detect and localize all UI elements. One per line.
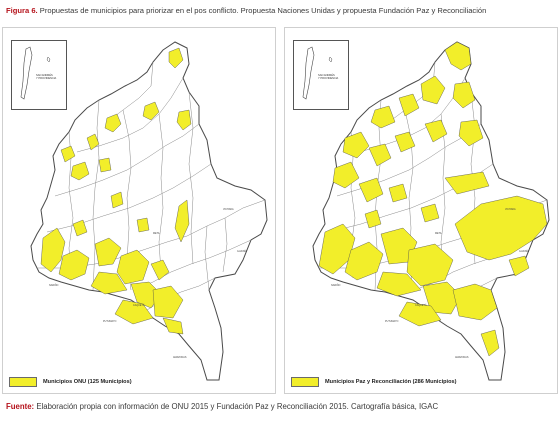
region-label: PUTUMAYO [385, 320, 399, 323]
region-label: PUTUMAYO [103, 320, 117, 323]
region-label: META [435, 232, 442, 235]
legend-label-onu: Municipios ONU (125 Municipios) [43, 379, 132, 385]
region-label: CAQUETÁ [415, 304, 427, 307]
legend-swatch [9, 377, 37, 387]
map-legend-paz-reconciliacion: Municipios Paz y Reconciliación (286 Mun… [291, 377, 456, 387]
island-shape [302, 46, 333, 100]
figure-source: Fuente: Elaboración propia con informaci… [6, 402, 556, 411]
region-label: VICHADA [505, 208, 516, 211]
source-lead: Fuente: [6, 402, 35, 411]
colombia-map-paz-reconciliacion [312, 41, 550, 381]
map-panel-onu: SAN ANDRÉS Y PROVIDENCIA [2, 27, 276, 394]
region-label: VICHADA [223, 208, 234, 211]
highlighted-municipalities-onu [40, 47, 192, 335]
legend-swatch [291, 377, 319, 387]
region-label: GUAINÍA [237, 250, 247, 253]
inset-label: SAN ANDRÉS Y PROVIDENCIA [36, 74, 57, 80]
legend-label-paz-reconciliacion: Municipios Paz y Reconciliación (286 Mun… [325, 379, 457, 385]
inset-label: SAN ANDRÉS Y PROVIDENCIA [318, 74, 339, 80]
region-label: NARIÑO [331, 284, 341, 287]
map-legend-onu: Municipios ONU (125 Municipios) [9, 377, 132, 387]
region-label: GUAINÍA [519, 250, 529, 253]
region-label: AMAZONAS [173, 356, 187, 359]
caption-text: Propuestas de municipios para priorizar … [37, 6, 487, 15]
san-andres-inset: SAN ANDRÉS Y PROVIDENCIA [11, 40, 67, 110]
region-label: NARIÑO [49, 284, 59, 287]
highlighted-municipalities-paz [318, 41, 548, 357]
colombia-map-onu [30, 41, 268, 381]
region-label: META [153, 232, 160, 235]
region-label: CAQUETÁ [133, 304, 145, 307]
region-label: AMAZONAS [455, 356, 469, 359]
caption-lead: Figura 6. [6, 6, 38, 15]
figure-caption: Figura 6. Propuestas de municipios para … [6, 6, 556, 15]
country-outline [30, 41, 268, 381]
source-text: Elaboración propia con información de ON… [34, 402, 439, 411]
san-andres-inset: SAN ANDRÉS Y PROVIDENCIA [293, 40, 349, 110]
map-panel-paz-reconciliacion: SAN ANDRÉS Y PROVIDENCIA [284, 27, 558, 394]
island-shape [20, 46, 51, 100]
